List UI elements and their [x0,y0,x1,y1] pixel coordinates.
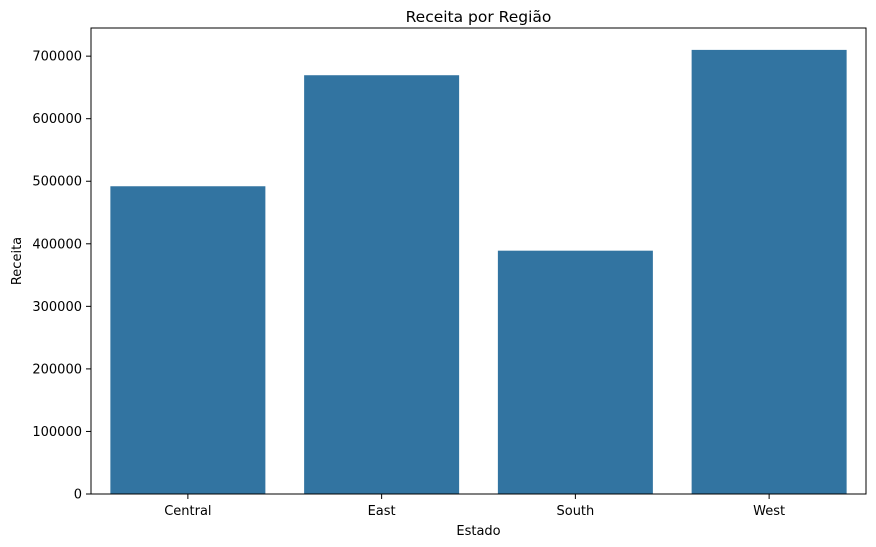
axes-frame [90,27,867,495]
x-axis-label: Estado [456,524,500,539]
y-tick-label: 600000 [32,112,82,127]
y-axis-ticks: 0 100000 200000 300000 400000 500000 600000 700… [32,50,91,503]
x-tick-label: Central [164,504,211,519]
y-axis-label: Receita [10,237,25,285]
bar-central [110,186,266,494]
y-tick-label: 400000 [32,237,82,252]
bars-group [110,49,847,495]
y-tick-label: 500000 [32,175,82,190]
x-tick-label: South [556,504,594,519]
y-tick-label: 300000 [32,300,82,315]
axes-spines [90,27,867,495]
x-axis-ticks: Central East South West [164,494,785,519]
y-tick-label: 0 [74,488,82,503]
y-tick-label: 100000 [32,425,82,440]
bar-south [497,250,653,494]
bar-east [304,75,460,495]
bar-west [691,49,847,495]
y-tick-label: 700000 [32,50,82,65]
y-tick-label: 200000 [32,362,82,377]
chart-title: Receita por Região [406,8,552,26]
x-tick-label: East [368,504,396,519]
x-tick-label: West [753,504,785,519]
